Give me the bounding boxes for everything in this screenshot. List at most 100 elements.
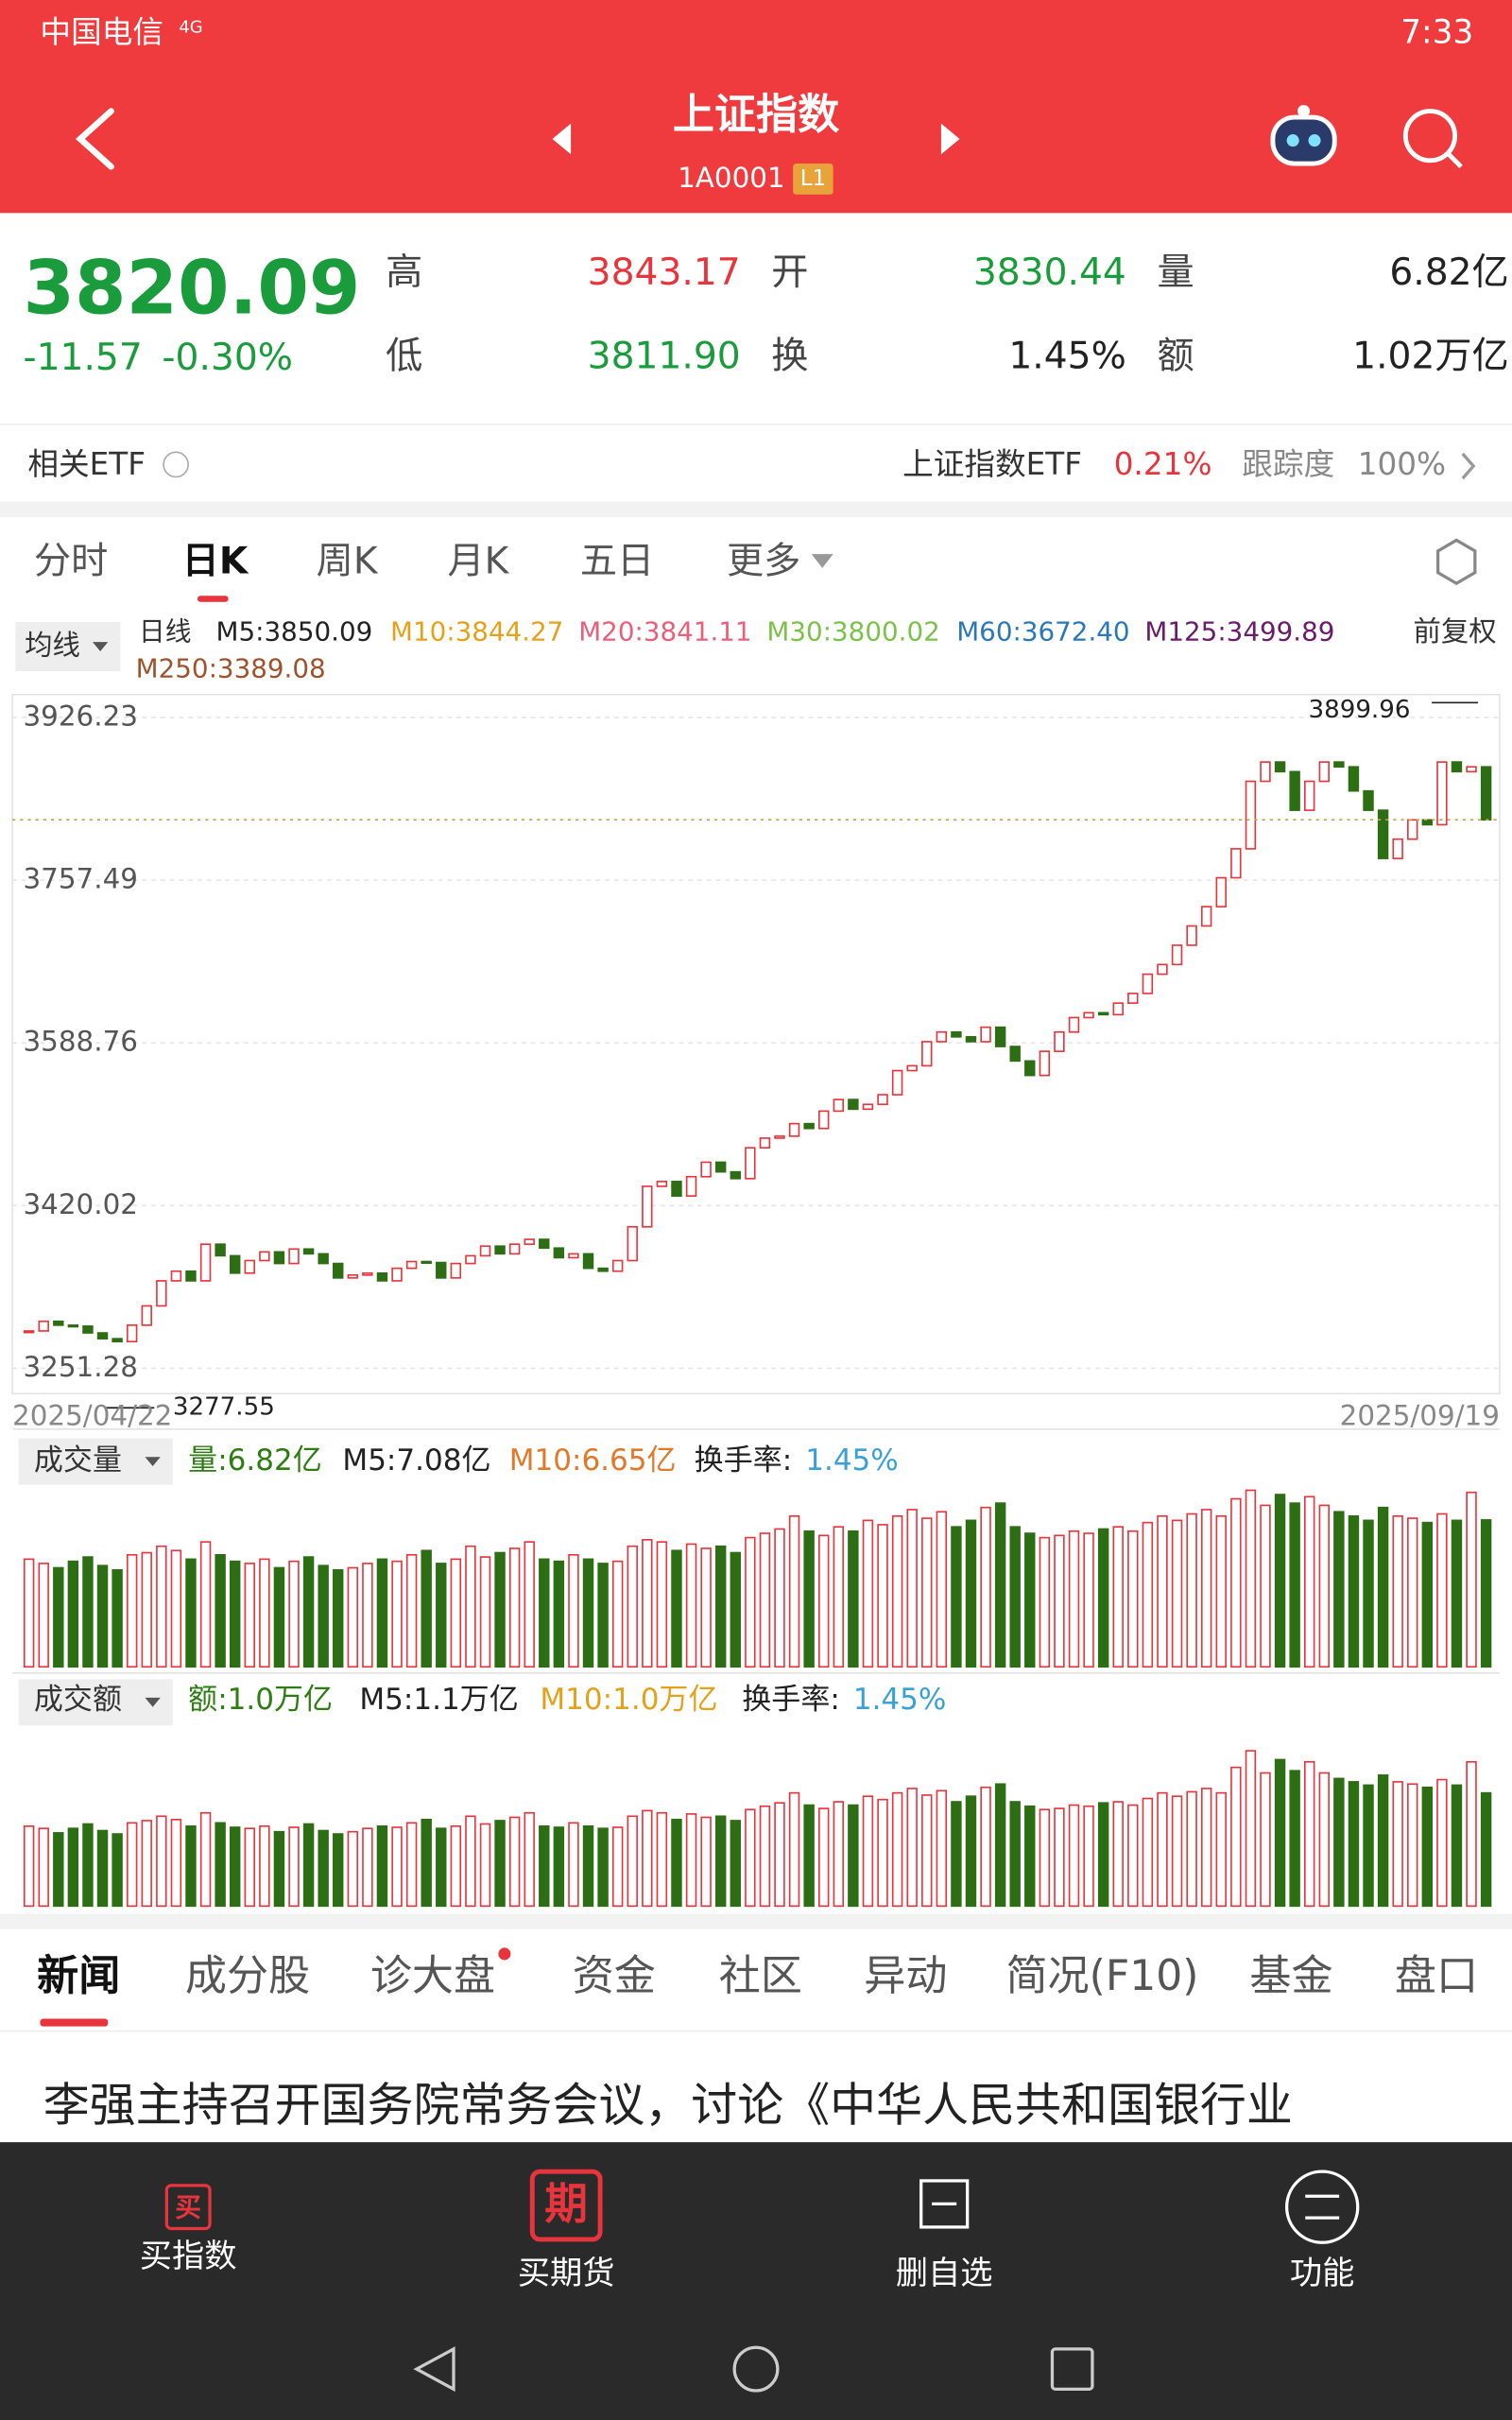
news-tab[interactable]: 基金 (1249, 1952, 1332, 2000)
candle (1009, 1046, 1021, 1063)
candle (1127, 993, 1139, 1004)
bar (333, 1833, 344, 1908)
candle (611, 1259, 624, 1272)
candle (1186, 925, 1197, 946)
candle (1392, 838, 1403, 859)
bar (112, 1833, 123, 1908)
nav-label[interactable]: 买期货 (518, 2255, 615, 2292)
candle (642, 1185, 653, 1228)
candle (170, 1270, 182, 1282)
nav-label[interactable]: 删自选 (896, 2255, 993, 2292)
news-tab[interactable]: 新闻 (37, 1952, 120, 2000)
bar (156, 1815, 167, 1908)
watchlist-icon[interactable] (919, 2179, 970, 2229)
news-tab[interactable]: 诊大盘 (370, 1952, 495, 2000)
news-tab[interactable]: 成分股 (185, 1952, 310, 2000)
futures-icon-box[interactable] (529, 2169, 603, 2242)
candle (891, 1069, 903, 1096)
field-label: 换 (771, 335, 808, 377)
bar (82, 1823, 94, 1908)
candle (833, 1098, 845, 1113)
caret (92, 642, 109, 651)
function-icon[interactable] (1285, 2169, 1360, 2244)
field-value: 1.02万亿 (1352, 335, 1509, 377)
bar (788, 1514, 800, 1668)
ma-selector[interactable]: 均线 (25, 630, 80, 662)
chart-tab[interactable]: 更多 (727, 540, 800, 582)
bar (1112, 1526, 1124, 1668)
news-tab[interactable]: 异动 (864, 1952, 947, 2000)
bar (1318, 1772, 1331, 1908)
prev-icon[interactable] (552, 123, 572, 155)
candle (1142, 973, 1154, 994)
etf-label[interactable]: 相关ETF (27, 446, 146, 482)
bar (53, 1566, 64, 1668)
bar (126, 1822, 138, 1908)
nav-recent[interactable] (1050, 2347, 1094, 2391)
chart-tab[interactable]: 月K (447, 540, 509, 582)
panel-legend: 1.45% (853, 1683, 947, 1717)
bar (611, 1826, 624, 1908)
etf-name[interactable]: 上证指数ETF (902, 446, 1082, 482)
bar (53, 1832, 64, 1908)
adjust-mode[interactable]: 前复权 (1414, 615, 1497, 648)
bar (259, 1825, 270, 1908)
news-tab[interactable]: 资金 (573, 1952, 656, 2000)
chart-tab[interactable]: 五日 (580, 540, 654, 582)
nav-home[interactable] (732, 2345, 780, 2393)
candle (479, 1245, 491, 1257)
news-tab[interactable]: 盘口 (1395, 1952, 1478, 2000)
settings-icon[interactable] (1436, 538, 1477, 586)
chart-tab[interactable]: 周K (317, 540, 379, 582)
chart-tab[interactable]: 分时 (34, 540, 108, 582)
help-icon[interactable] (163, 451, 189, 478)
bar (1480, 1791, 1492, 1908)
nav-back[interactable] (413, 2346, 455, 2393)
candle (1407, 819, 1418, 840)
bar (1333, 1511, 1345, 1668)
bar (96, 1829, 109, 1908)
bar (627, 1545, 638, 1668)
high-label: 3899.96 (1308, 696, 1410, 724)
bar (656, 1811, 668, 1908)
candle (597, 1267, 609, 1272)
etf-arrow[interactable] (1461, 452, 1476, 480)
bar (112, 1568, 123, 1668)
candle (362, 1271, 373, 1276)
candle (980, 1026, 991, 1043)
tracking-value: 100% (1358, 446, 1446, 482)
next-icon[interactable] (940, 123, 960, 155)
bar (818, 1807, 830, 1908)
bar (465, 1815, 476, 1908)
bar (1009, 1526, 1021, 1668)
bar (1348, 1781, 1360, 1908)
nav-label[interactable]: 买指数 (140, 2238, 237, 2275)
bar (980, 1506, 991, 1668)
panel-selector[interactable]: 成交额 (34, 1683, 122, 1717)
bar (568, 1822, 579, 1908)
candle (1377, 809, 1389, 859)
chart-tab[interactable]: 日K (182, 540, 249, 582)
headline[interactable]: 李强主持召开国务院常务会议，讨论《中华人民共和国银行业 (43, 2079, 1293, 2133)
panel-legend: M5:7.08亿 (342, 1443, 490, 1478)
nav-label[interactable]: 功能 (1290, 2255, 1355, 2292)
news-tab[interactable]: 简况(F10) (1005, 1952, 1198, 2000)
search-handle (1447, 152, 1463, 169)
field-label: 量 (1157, 251, 1194, 294)
bar (1068, 1530, 1080, 1668)
volume-selector-bg[interactable] (18, 1438, 173, 1485)
amount-selector-bg[interactable] (18, 1679, 173, 1726)
bar (597, 1563, 609, 1668)
bar (936, 1789, 948, 1908)
bar (611, 1560, 624, 1668)
news-tab[interactable]: 社区 (719, 1952, 802, 2000)
search-icon[interactable] (1402, 109, 1463, 169)
bar (1230, 1497, 1242, 1668)
buy-icon-box[interactable] (164, 2184, 212, 2231)
candle (862, 1103, 874, 1111)
panel-selector[interactable]: 成交量 (34, 1443, 122, 1478)
candle (141, 1305, 152, 1326)
back-icon[interactable] (76, 108, 114, 170)
robot-icon[interactable] (1270, 105, 1337, 166)
